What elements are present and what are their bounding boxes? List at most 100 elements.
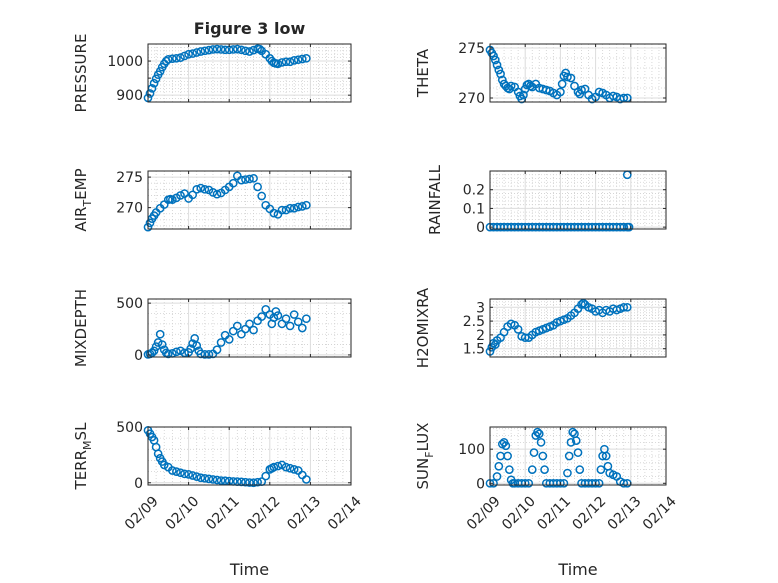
grid bbox=[147, 299, 352, 357]
data-point bbox=[261, 471, 271, 481]
y-tick-label: 500 bbox=[116, 420, 143, 436]
data-point bbox=[241, 46, 250, 56]
data-point bbox=[249, 45, 258, 55]
subplot-pressure: 900 1000 PRESSURE Figure 3 low bbox=[72, 19, 352, 113]
data-point bbox=[220, 476, 230, 486]
data-point bbox=[204, 350, 214, 359]
y-axis-label: SUNFLUX bbox=[414, 423, 436, 490]
data-point bbox=[200, 473, 210, 483]
data-point bbox=[285, 463, 295, 473]
x-tick-label: 02/13 bbox=[284, 493, 324, 533]
subplot-h2omixra: 1.522.53 H2OMIXRA bbox=[414, 287, 667, 368]
data-point bbox=[289, 203, 299, 213]
y-tick-label: 0.1 bbox=[463, 201, 485, 217]
data-point bbox=[534, 429, 544, 439]
data-point bbox=[541, 85, 551, 95]
data-point bbox=[566, 438, 576, 447]
y-axis-label: THETA bbox=[414, 48, 432, 98]
data-point bbox=[490, 55, 500, 65]
data-point bbox=[277, 319, 287, 329]
data-point bbox=[536, 438, 546, 447]
x-tick-label: 02/09 bbox=[464, 493, 504, 533]
data-point bbox=[204, 474, 214, 484]
y-axis-label: TERRMSL bbox=[72, 422, 94, 491]
data-point bbox=[228, 326, 238, 336]
data-point bbox=[273, 461, 283, 471]
data-point bbox=[529, 448, 539, 457]
data-point bbox=[285, 321, 295, 331]
data-point bbox=[157, 340, 167, 349]
data-point bbox=[176, 191, 185, 200]
y-tick-label: 900 bbox=[116, 88, 143, 104]
data-point bbox=[622, 302, 632, 312]
data-point bbox=[180, 51, 189, 61]
data-point bbox=[301, 314, 311, 324]
data-point bbox=[188, 49, 198, 58]
data-point bbox=[557, 79, 567, 89]
chart-title: Figure 3 low bbox=[194, 19, 306, 38]
data-point bbox=[145, 89, 155, 98]
series-sun_flux bbox=[485, 427, 632, 488]
data-point bbox=[269, 462, 279, 472]
data-point bbox=[180, 469, 189, 479]
data-point bbox=[237, 45, 246, 55]
data-point bbox=[301, 200, 311, 210]
data-point bbox=[301, 53, 311, 63]
data-point bbox=[192, 341, 202, 350]
data-point bbox=[563, 72, 572, 82]
data-point bbox=[281, 57, 291, 67]
data-point bbox=[200, 46, 210, 56]
data-point bbox=[492, 60, 502, 70]
data-point bbox=[216, 476, 226, 485]
axes-frame bbox=[147, 170, 352, 230]
x-axis-label: Time bbox=[557, 560, 597, 579]
x-tick-label: 02/09 bbox=[122, 493, 162, 533]
data-point bbox=[505, 465, 514, 474]
data-point bbox=[594, 87, 604, 97]
data-point bbox=[149, 346, 159, 356]
x-tick-label: 02/12 bbox=[244, 493, 284, 533]
data-point bbox=[601, 451, 611, 461]
y-tick-label: 270 bbox=[116, 201, 143, 217]
axes-background bbox=[148, 44, 351, 102]
subplot-theta: 270 275 THETA bbox=[414, 41, 667, 107]
data-point bbox=[619, 478, 629, 488]
x-tick-label: 02/10 bbox=[163, 493, 203, 533]
y-tick-label: 3 bbox=[476, 300, 485, 316]
data-point bbox=[216, 338, 226, 347]
series-h2omixra bbox=[485, 298, 632, 356]
data-point bbox=[184, 49, 193, 59]
data-point bbox=[624, 222, 634, 232]
axes-frame bbox=[489, 170, 667, 230]
data-point bbox=[228, 45, 238, 54]
data-point bbox=[180, 348, 189, 358]
data-point bbox=[297, 323, 307, 333]
y-axis-label: MIXDEPTH bbox=[72, 289, 90, 367]
data-point bbox=[228, 178, 238, 188]
x-tick-label: 02/14 bbox=[640, 493, 680, 533]
data-point bbox=[596, 465, 606, 474]
y-axis-label: PRESSURE bbox=[72, 34, 90, 113]
data-point bbox=[245, 47, 254, 56]
y-tick-label: 1.5 bbox=[463, 342, 485, 358]
axes-frame bbox=[147, 43, 352, 103]
x-tick-label: 02/10 bbox=[499, 493, 539, 533]
data-point bbox=[200, 350, 210, 359]
data-point bbox=[577, 85, 586, 95]
y-tick-label: 100 bbox=[458, 442, 485, 458]
data-point bbox=[293, 202, 303, 212]
data-point bbox=[538, 451, 548, 461]
grid bbox=[489, 299, 667, 357]
series-air_temp bbox=[143, 171, 311, 232]
data-point bbox=[293, 55, 303, 65]
data-point bbox=[208, 475, 218, 484]
data-point bbox=[253, 182, 262, 192]
data-point bbox=[289, 56, 299, 65]
data-point bbox=[212, 189, 222, 199]
data-point bbox=[490, 340, 500, 349]
data-point bbox=[269, 208, 279, 218]
data-point bbox=[208, 188, 218, 197]
y-tick-label: 0.2 bbox=[463, 183, 485, 199]
data-point bbox=[163, 55, 173, 64]
